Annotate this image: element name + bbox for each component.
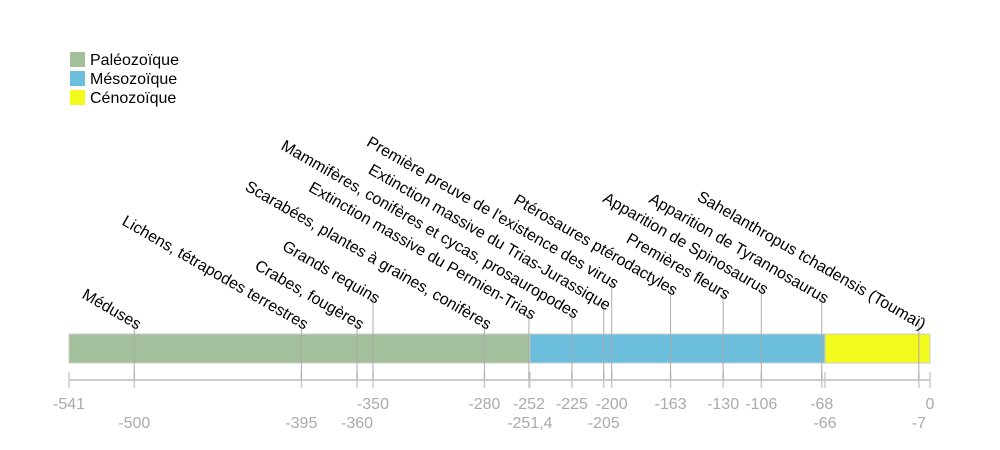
tick-label: -541	[53, 396, 85, 413]
tick-label: -106	[745, 396, 777, 413]
legend-swatch	[70, 52, 85, 67]
era-bar	[824, 333, 931, 364]
era-bar	[68, 333, 531, 364]
tick-label: -251,4	[507, 415, 552, 432]
tick-label: -395	[285, 415, 317, 432]
tick-label: -130	[707, 396, 739, 413]
tick-label: -68	[810, 396, 833, 413]
tick-label: -252	[513, 396, 545, 413]
tick-label: -500	[118, 415, 150, 432]
tick-label: -205	[588, 415, 620, 432]
event-label: Méduses	[79, 286, 144, 333]
era-bar	[529, 333, 826, 364]
tick-label: 0	[926, 396, 935, 413]
tick-label: -280	[468, 396, 500, 413]
legend-label: Cénozoïque	[90, 90, 176, 107]
tick-label: -163	[655, 396, 687, 413]
tick-label: -200	[596, 396, 628, 413]
tick-label: -360	[341, 415, 373, 432]
legend-swatch	[70, 90, 85, 105]
legend-swatch	[70, 71, 85, 86]
tick-label: -66	[813, 415, 836, 432]
legend-label: Paléozoïque	[90, 52, 179, 69]
tick-label: -350	[357, 396, 389, 413]
legend-label: Mésozoïque	[90, 71, 177, 88]
tick-label: -225	[556, 396, 588, 413]
tick-label: -7	[912, 415, 926, 432]
